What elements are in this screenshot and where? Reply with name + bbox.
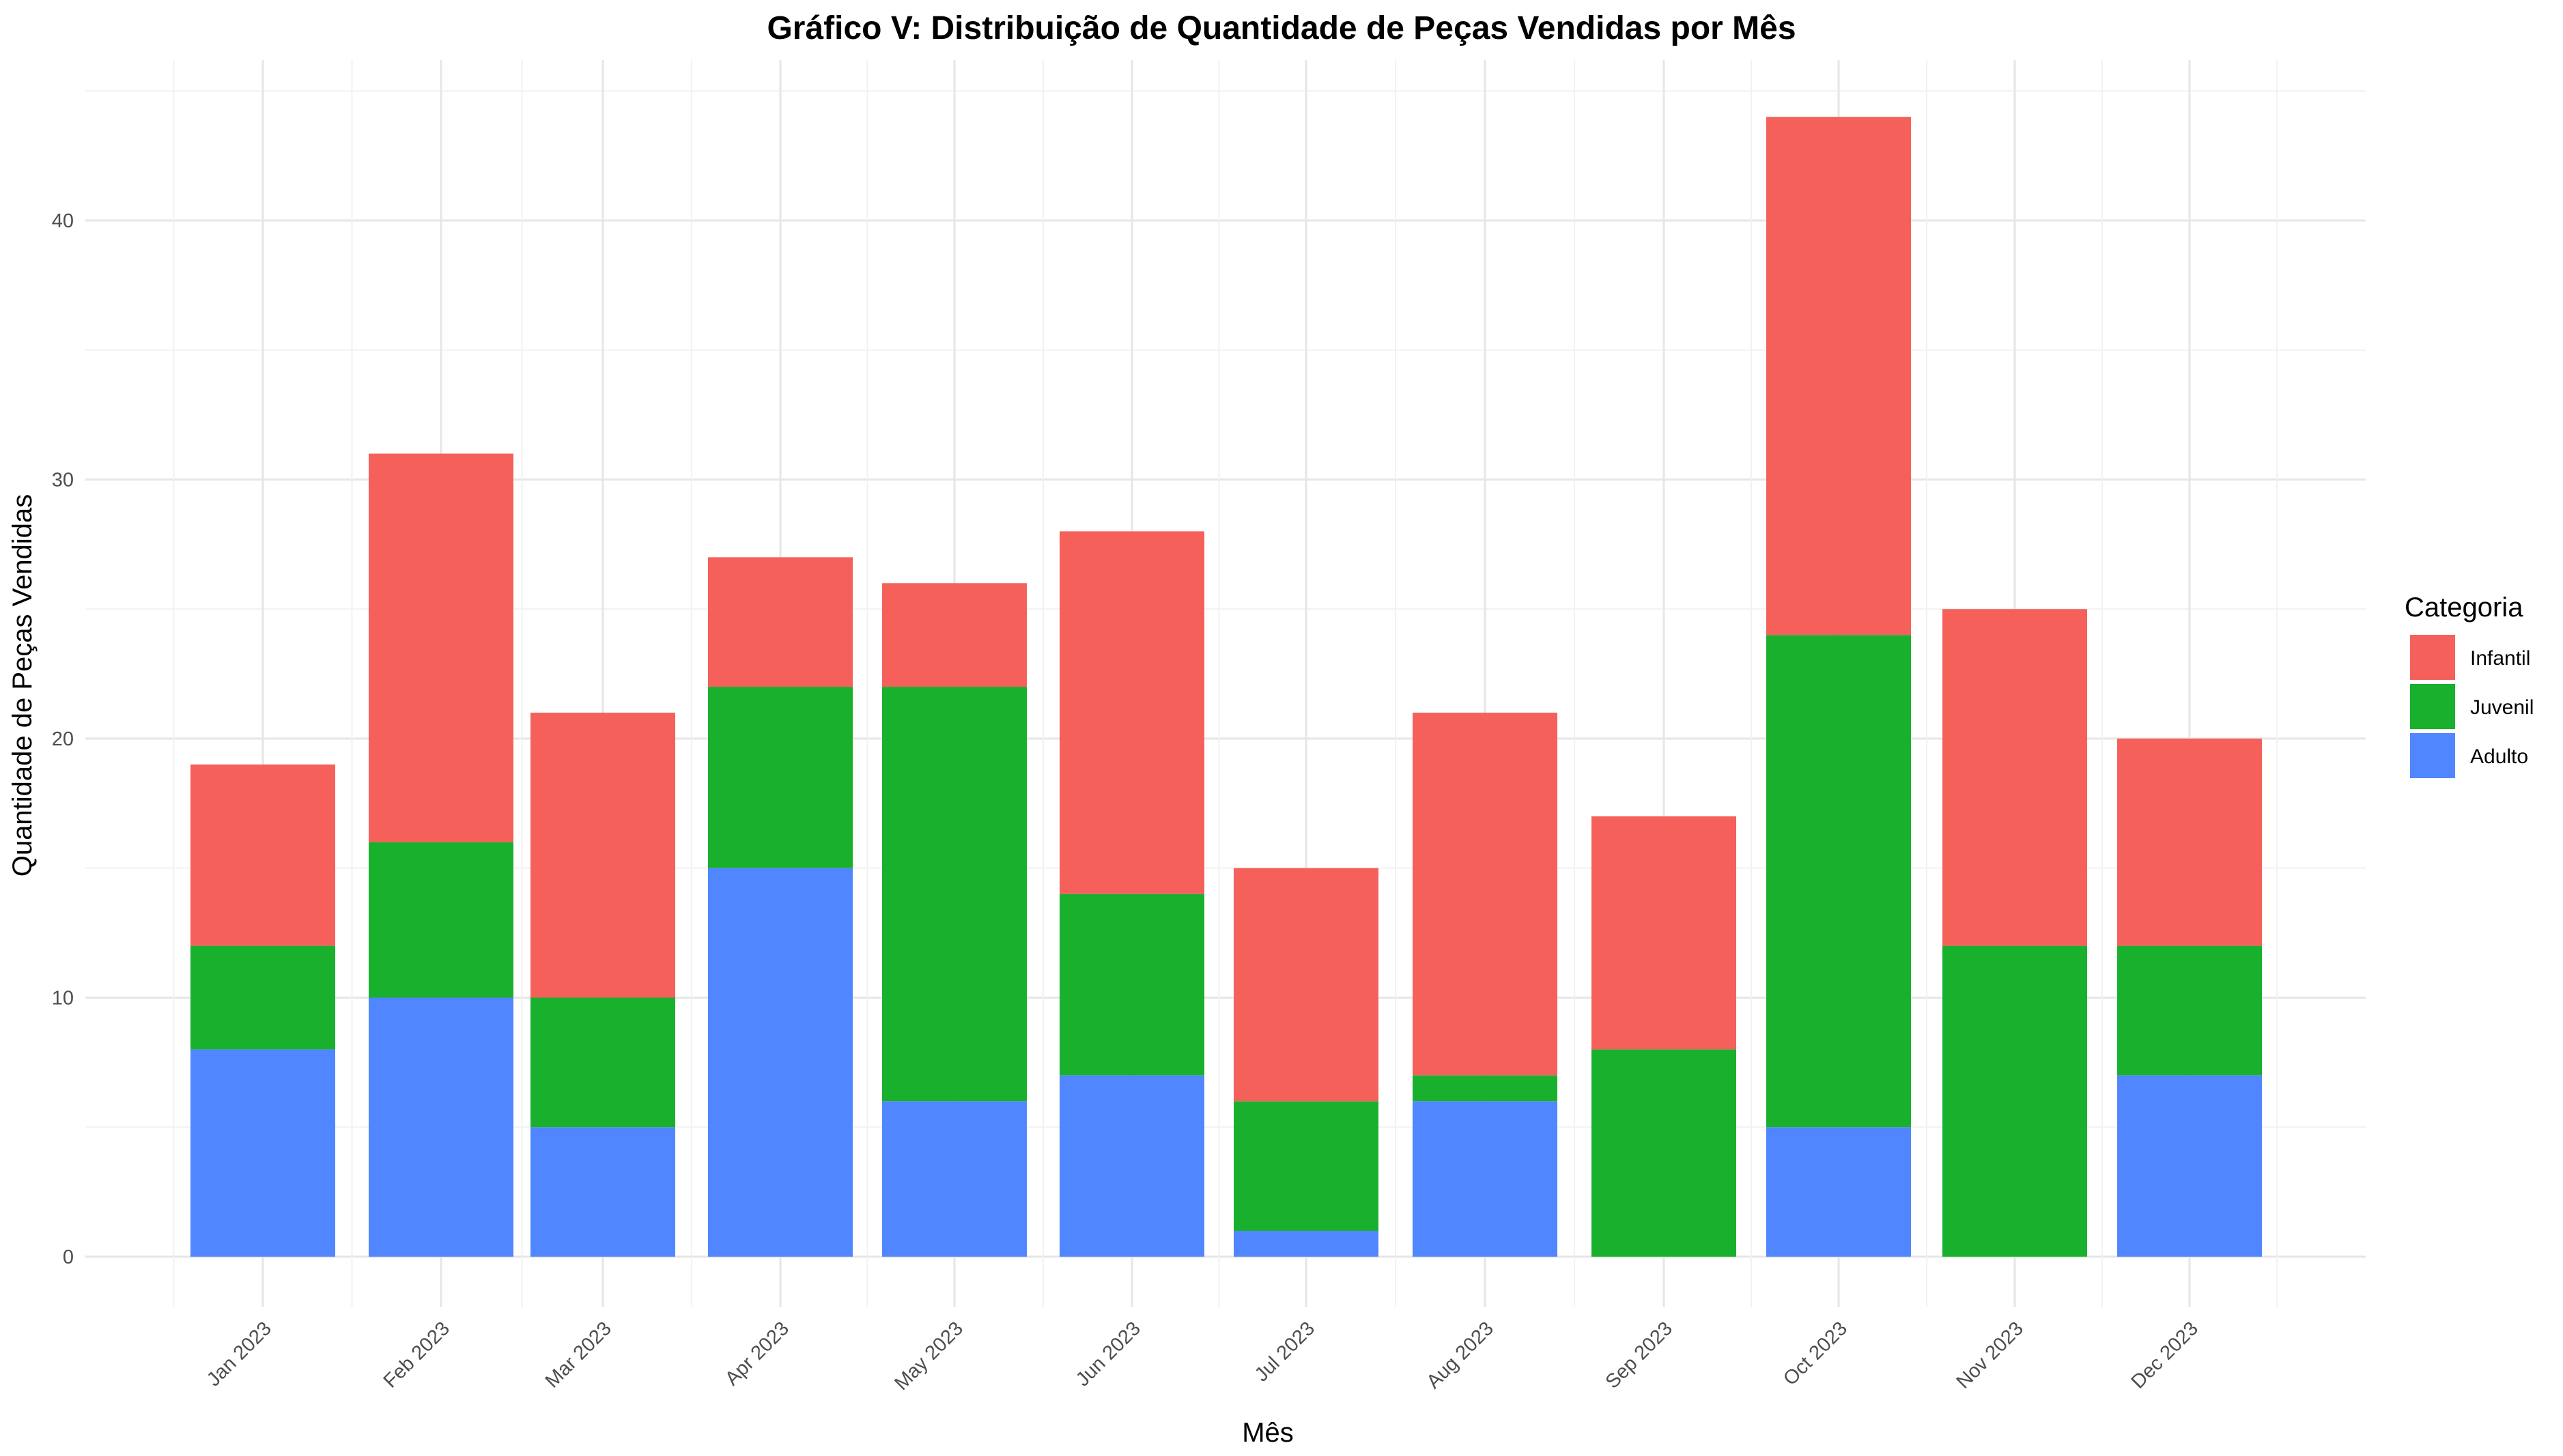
bar-juvenil-nov-2023: [1942, 945, 2087, 1257]
bar-infantil-jun-2023: [1060, 531, 1204, 894]
y-tick-label: 40: [52, 210, 74, 232]
bar-adulto-oct-2023: [1766, 1127, 1911, 1257]
bar-adulto-jun-2023: [1060, 1075, 1204, 1257]
y-tick-label: 0: [63, 1246, 74, 1268]
bar-adulto-jan-2023: [190, 1049, 335, 1257]
bars: [190, 117, 2262, 1257]
bar-juvenil-oct-2023: [1766, 635, 1911, 1128]
x-tick-label: Jul 2023: [1251, 1317, 1319, 1386]
bar-infantil-may-2023: [882, 583, 1027, 687]
x-tick-label: Apr 2023: [721, 1317, 793, 1390]
legend-label-juvenil: Juvenil: [2470, 696, 2534, 719]
bar-adulto-mar-2023: [530, 1127, 675, 1257]
bar-adulto-dec-2023: [2117, 1075, 2262, 1257]
legend-title: Categoria: [2405, 593, 2523, 623]
bar-juvenil-jun-2023: [1060, 894, 1204, 1076]
legend-label-adulto: Adulto: [2470, 745, 2528, 768]
bar-infantil-sep-2023: [1591, 816, 1736, 1050]
bar-adulto-may-2023: [882, 1101, 1027, 1257]
y-axis-ticks: 0 10 20 30 40: [52, 210, 74, 1268]
bar-juvenil-sep-2023: [1591, 1049, 1736, 1257]
bar-infantil-apr-2023: [708, 557, 853, 687]
chart-title: Gráfico V: Distribuição de Quantidade de…: [767, 10, 1796, 46]
legend-swatch-juvenil: [2410, 684, 2455, 729]
x-tick-label: Nov 2023: [1953, 1317, 2028, 1393]
bar-juvenil-jan-2023: [190, 945, 335, 1050]
bar-juvenil-jul-2023: [1234, 1101, 1378, 1231]
x-tick-label: Dec 2023: [2127, 1317, 2203, 1393]
bar-infantil-jul-2023: [1234, 868, 1378, 1102]
bar-infantil-aug-2023: [1413, 713, 1557, 1076]
x-axis-ticks: Jan 2023 Feb 2023 Mar 2023 Apr 2023 May 2023…: [203, 1317, 2203, 1395]
bar-infantil-mar-2023: [530, 713, 675, 998]
bar-juvenil-aug-2023: [1413, 1075, 1557, 1102]
bar-adulto-aug-2023: [1413, 1101, 1557, 1257]
x-tick-label: Jun 2023: [1072, 1317, 1145, 1390]
legend-label-infantil: Infantil: [2470, 647, 2530, 670]
bar-infantil-jan-2023: [190, 764, 335, 946]
x-tick-label: Sep 2023: [1602, 1317, 1677, 1393]
legend-swatch-adulto: [2410, 733, 2455, 778]
bar-juvenil-dec-2023: [2117, 945, 2262, 1076]
x-tick-label: Aug 2023: [1423, 1317, 1498, 1393]
y-tick-label: 10: [52, 988, 74, 1010]
x-axis-title: Mês: [1242, 1418, 1294, 1448]
bar-adulto-jul-2023: [1234, 1231, 1378, 1257]
bar-infantil-nov-2023: [1942, 609, 2087, 946]
x-tick-label: May 2023: [890, 1317, 967, 1395]
x-tick-label: Oct 2023: [1779, 1317, 1852, 1390]
bar-juvenil-mar-2023: [530, 997, 675, 1128]
y-tick-label: 30: [52, 470, 74, 491]
legend: Categoria Infantil Juvenil Adulto: [2405, 593, 2534, 778]
y-tick-label: 20: [52, 728, 74, 750]
bar-infantil-feb-2023: [369, 453, 513, 842]
x-tick-label: Feb 2023: [380, 1317, 454, 1392]
x-tick-label: Jan 2023: [203, 1317, 276, 1390]
bar-infantil-oct-2023: [1766, 117, 1911, 636]
bar-juvenil-may-2023: [882, 687, 1027, 1102]
bar-infantil-dec-2023: [2117, 739, 2262, 946]
bar-adulto-apr-2023: [708, 868, 853, 1257]
bar-juvenil-feb-2023: [369, 842, 513, 998]
bar-juvenil-apr-2023: [708, 687, 853, 868]
bar-adulto-feb-2023: [369, 997, 513, 1257]
x-tick-label: Mar 2023: [541, 1317, 616, 1392]
legend-swatch-infantil: [2410, 635, 2455, 680]
y-axis-title: Quantidade de Peças Vendidas: [8, 494, 38, 876]
